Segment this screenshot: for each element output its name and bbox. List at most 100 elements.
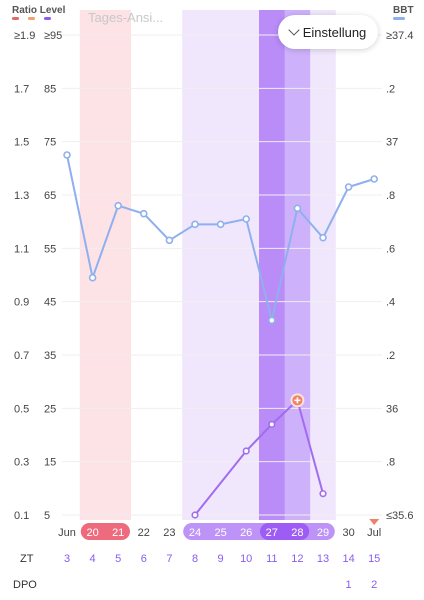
zt-value: 12 [291, 553, 303, 565]
zt-value: 14 [342, 553, 354, 565]
date-label[interactable]: 22 [138, 527, 150, 539]
level-tick-label: 55 [44, 243, 56, 255]
zt-value: 15 [368, 553, 380, 565]
bbt-point[interactable] [88, 273, 97, 282]
zt-value: 13 [317, 553, 329, 565]
ratio-axis: ≥1.9 1.7 1.5 1.3 1.1 0.9 0.7 0.5 0.3 0.1 [14, 30, 35, 522]
bbt-point[interactable] [293, 204, 302, 213]
level-tick-label: 5 [44, 510, 50, 522]
ratio-tick-label: 1.3 [14, 190, 29, 202]
zt-value: 4 [90, 553, 96, 565]
bbt-tick-label: .8 [386, 457, 395, 469]
bbt-tick-label: ≤35.6 [386, 510, 413, 522]
ratio-level-point[interactable] [191, 511, 199, 519]
bbt-point[interactable] [63, 151, 71, 159]
fertile-date-pill [183, 523, 335, 540]
level-tick-label: 15 [44, 457, 56, 469]
zt-value: 11 [266, 553, 277, 565]
chart-grid [62, 34, 382, 516]
bbt-tick-label: 36 [386, 403, 398, 415]
zt-value: 9 [218, 553, 224, 565]
zt-value: 7 [166, 553, 172, 565]
legend-swatch-3 [44, 17, 51, 20]
zt-value: 5 [115, 553, 121, 565]
date-label[interactable]: 27 [266, 527, 278, 539]
bbt-tick-label: 37 [386, 137, 398, 149]
ratio-tick-label: 0.1 [14, 510, 29, 522]
date-label[interactable]: 25 [214, 527, 226, 539]
period-date-pill [80, 523, 130, 540]
bbt-point[interactable] [242, 215, 250, 223]
date-row[interactable]: Jun 20 21 22 23 24 25 26 27 28 29 30 Jul [58, 519, 381, 540]
bbt-point[interactable] [165, 236, 174, 245]
date-label[interactable]: 29 [317, 527, 329, 539]
zt-row: 3 4 5 6 7 8 9 10 11 12 13 14 15 [64, 553, 380, 565]
date-label[interactable]: 23 [163, 527, 175, 539]
legend-swatch-1 [12, 17, 19, 20]
ratio-tick-label: 0.9 [14, 297, 29, 309]
ratio-level-point[interactable] [319, 490, 327, 498]
peak-band-strong [259, 10, 285, 520]
bbt-point[interactable] [319, 233, 327, 242]
dpo-row-title: DPO [13, 579, 37, 591]
date-label[interactable]: Jun [58, 527, 76, 539]
bbt-axis: ≥37.4 .2 37 .8 .6 .4 .2 36 .8 ≤35.6 [386, 30, 413, 522]
level-tick-label: 85 [44, 83, 56, 95]
bbt-tick-label: .2 [386, 83, 395, 95]
chevron-down-icon [288, 24, 300, 36]
ratio-level-point[interactable] [242, 447, 250, 455]
ratio-tick-label: 1.5 [14, 137, 29, 149]
ratio-level-title: Ratio Level [12, 5, 66, 16]
ratio-level-series [191, 393, 327, 519]
zt-value: 6 [141, 553, 147, 565]
period-band [79, 10, 131, 520]
bbt-tick-label: .8 [386, 190, 395, 202]
level-tick-label: 35 [44, 350, 56, 362]
zt-value: 10 [240, 553, 252, 565]
bbt-point[interactable] [370, 175, 379, 183]
date-label[interactable]: 20 [86, 527, 98, 539]
today-marker-icon [369, 519, 380, 525]
date-label[interactable]: Jul [367, 527, 381, 539]
level-tick-label: 25 [44, 403, 56, 415]
bbt-tick-label: .2 [386, 350, 395, 362]
settings-label: Einstellung [302, 24, 367, 40]
bbt-tick-label: .4 [386, 297, 395, 309]
legend-swatch-2 [28, 17, 35, 20]
bbt-point[interactable] [191, 220, 199, 229]
dpo-value: 2 [371, 579, 377, 591]
peak-date-pill [260, 523, 310, 540]
date-label[interactable]: 24 [189, 527, 201, 539]
bbt-legend-swatch [393, 17, 405, 20]
bbt-tick-label: .6 [386, 243, 395, 255]
date-label[interactable]: 28 [291, 527, 303, 539]
zt-row-title: ZT [20, 553, 34, 565]
level-tick-label: ≥95 [44, 30, 62, 42]
date-label[interactable]: 30 [342, 527, 354, 539]
ratio-tick-label: 0.5 [14, 403, 29, 415]
ratio-tick-label: 1.1 [14, 243, 29, 255]
bbt-tick-label: ≥37.4 [386, 30, 413, 42]
bbt-point[interactable] [267, 316, 276, 325]
zt-value: 8 [192, 553, 198, 565]
date-label[interactable]: 26 [240, 527, 252, 539]
settings-button[interactable]: Einstellung [278, 15, 378, 49]
day-view-title: Tages-Ansi... [88, 10, 163, 25]
bbt-point[interactable] [114, 201, 122, 210]
level-tick-label: 65 [44, 190, 56, 202]
ratio-tick-label: 1.7 [14, 83, 29, 95]
bbt-point[interactable] [216, 220, 225, 229]
dpo-value: 1 [346, 579, 352, 591]
ratio-tick-label: 0.7 [14, 350, 29, 362]
ratio-tick-label: 0.3 [14, 457, 29, 469]
chart-header: Ratio Level BBT Tages-Ansi... [12, 5, 414, 25]
ratio-level-point[interactable] [268, 420, 276, 428]
level-tick-label: 45 [44, 297, 56, 309]
level-tick-label: 75 [44, 137, 56, 149]
bbt-point[interactable] [140, 209, 148, 218]
bbt-point[interactable] [344, 183, 353, 191]
date-label[interactable]: 21 [112, 527, 124, 539]
level-axis: ≥95 85 75 65 55 45 35 25 15 5 [44, 30, 62, 522]
